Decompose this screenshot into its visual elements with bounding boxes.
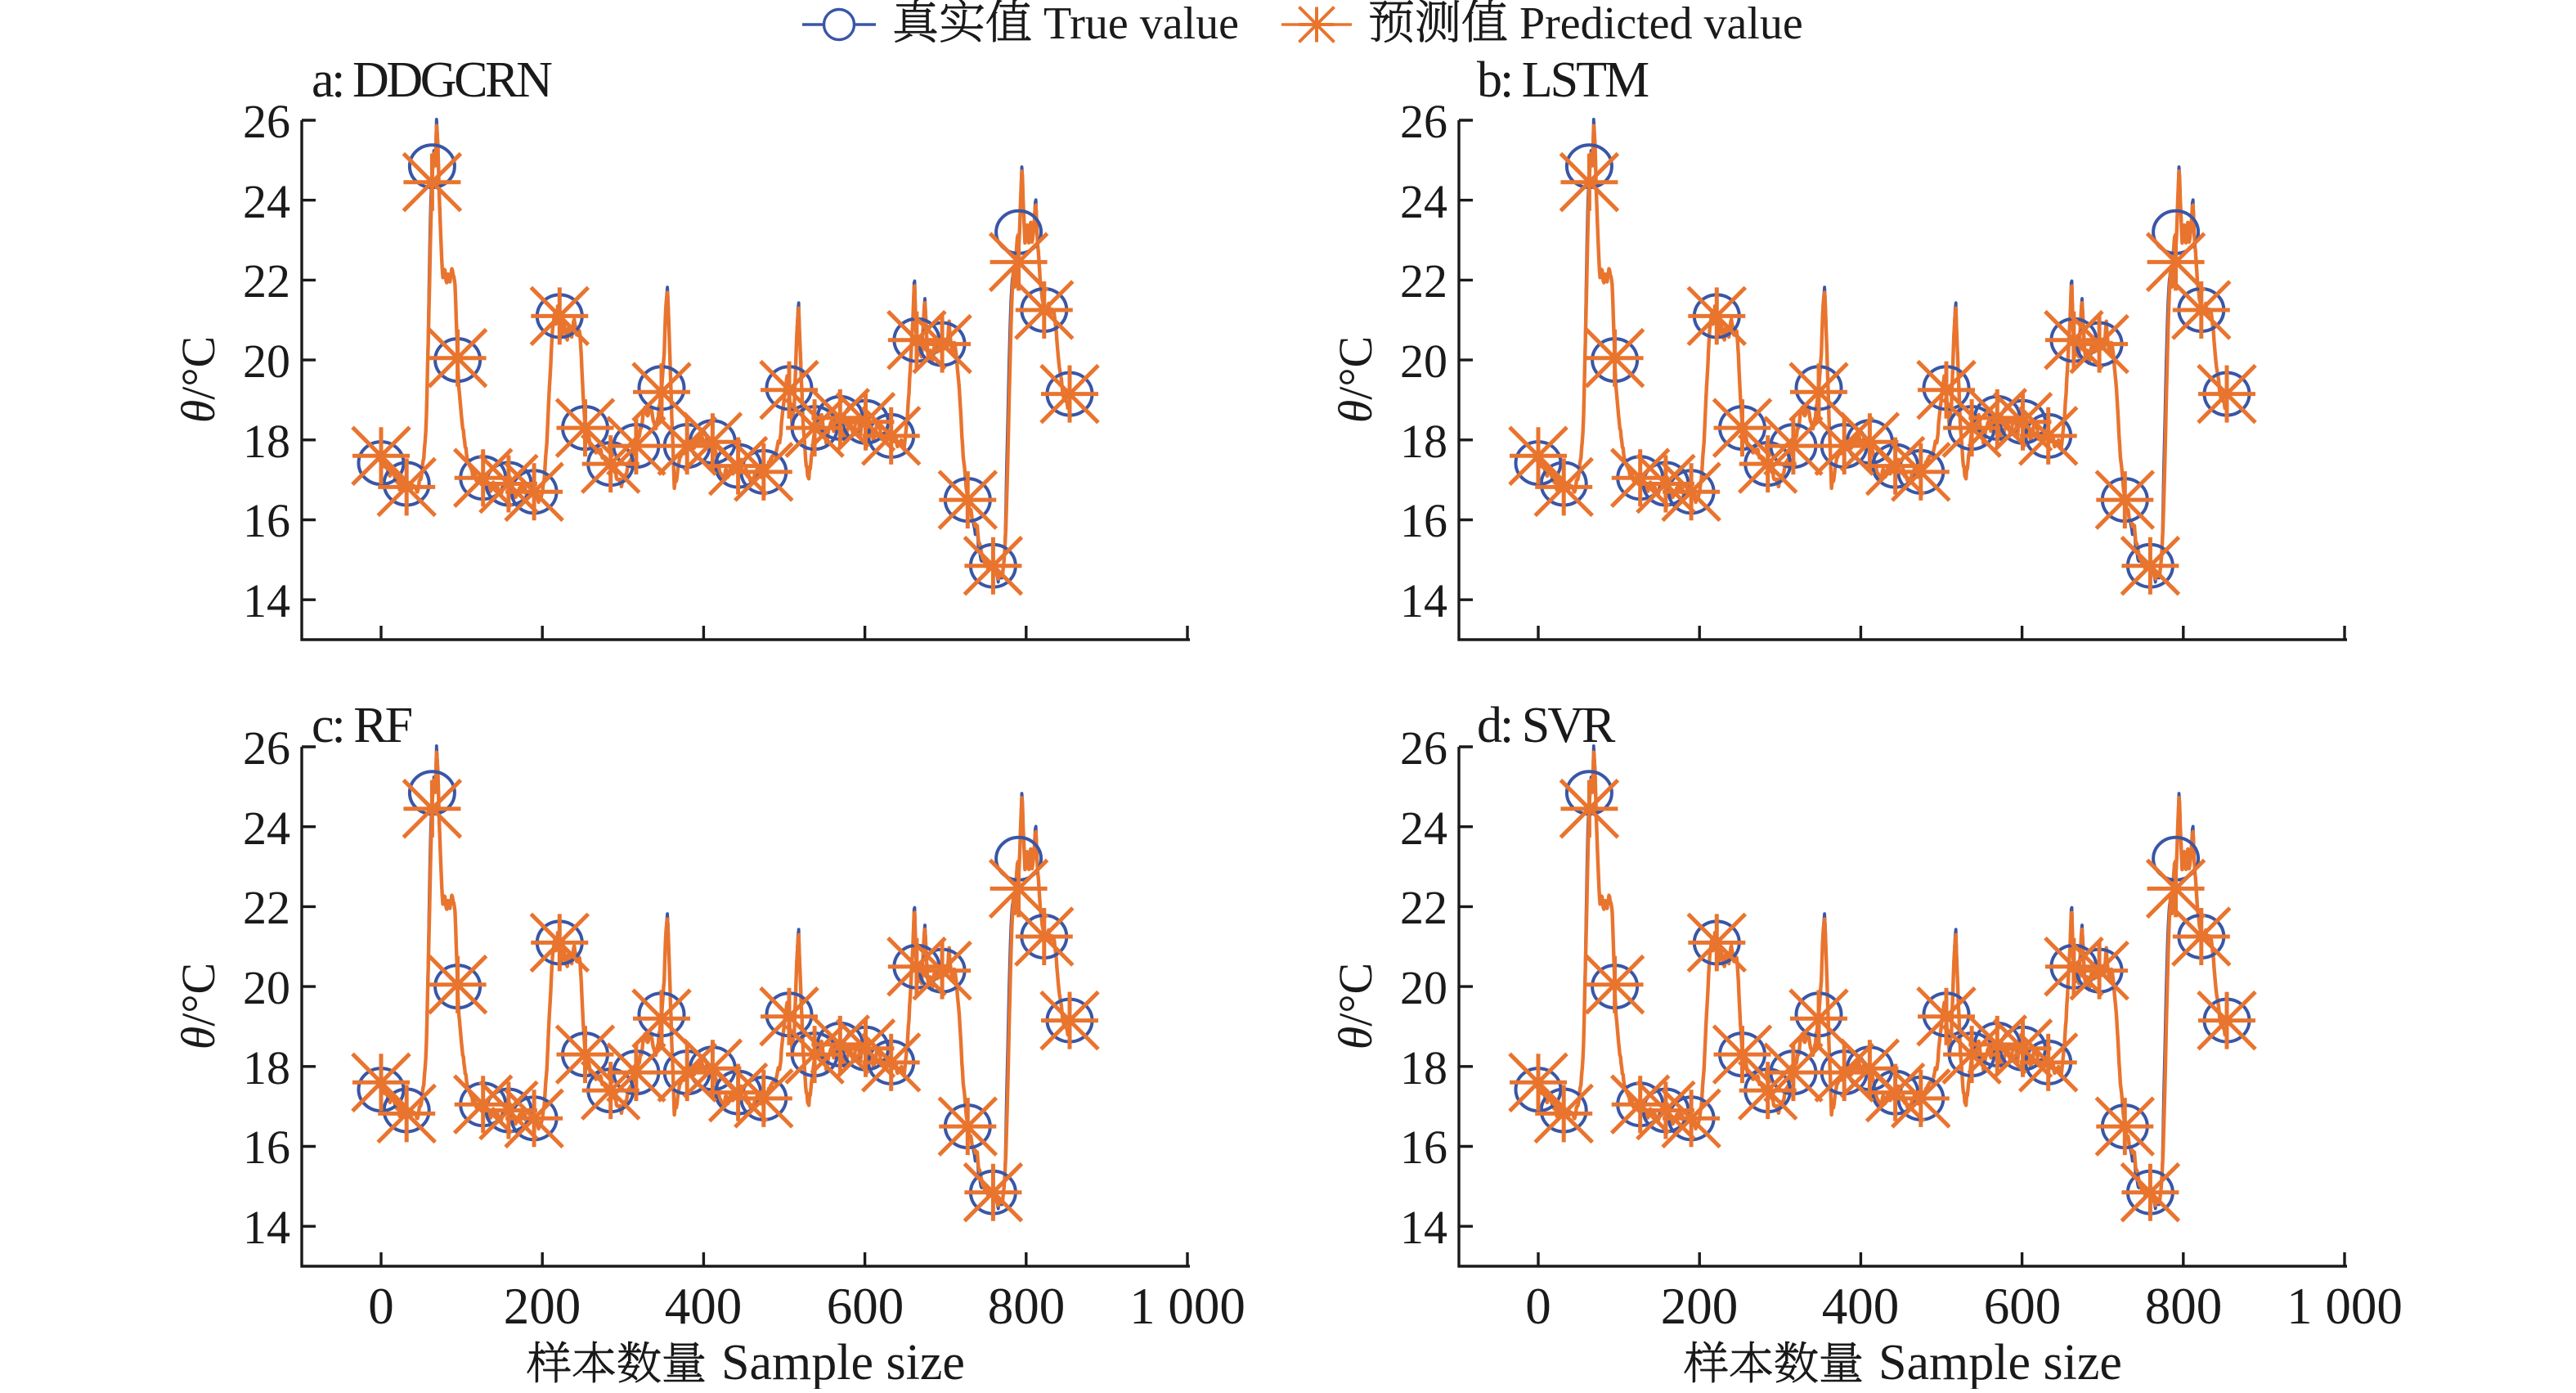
svg-text:26: 26 (243, 95, 290, 148)
svg-text:14: 14 (1400, 1201, 1447, 1254)
svg-text:26: 26 (243, 721, 290, 775)
svg-text:16: 16 (1400, 1121, 1447, 1174)
svg-text:14: 14 (243, 574, 290, 627)
svg-text:θ/°C: θ/°C (172, 963, 225, 1050)
svg-text:a: DDGCRN: a: DDGCRN (312, 52, 552, 108)
svg-text:200: 200 (1661, 1278, 1739, 1335)
svg-text:θ/°C: θ/°C (172, 336, 225, 424)
svg-text:θ/°C: θ/°C (1329, 963, 1382, 1050)
svg-text:1 000: 1 000 (1129, 1278, 1245, 1335)
svg-text:d: SVR: d: SVR (1477, 698, 1616, 753)
svg-text:Sample size: Sample size (1878, 1335, 2122, 1389)
svg-text:200: 200 (504, 1278, 581, 1335)
svg-text:b: LSTM: b: LSTM (1477, 52, 1649, 108)
svg-text:22: 22 (1400, 881, 1447, 934)
svg-text:θ/°C: θ/°C (1329, 336, 1382, 424)
svg-text:20: 20 (243, 961, 290, 1014)
svg-text:22: 22 (243, 881, 290, 934)
svg-text:18: 18 (1400, 415, 1447, 468)
svg-text:24: 24 (243, 802, 290, 855)
svg-text:18: 18 (243, 415, 290, 468)
svg-text:0: 0 (1525, 1278, 1551, 1335)
svg-text:16: 16 (243, 494, 290, 547)
svg-text:18: 18 (243, 1041, 290, 1094)
svg-text:14: 14 (243, 1201, 290, 1254)
svg-text:24: 24 (1400, 175, 1447, 228)
svg-text:18: 18 (1400, 1041, 1447, 1094)
svg-text:c: RF: c: RF (312, 698, 412, 753)
svg-text:26: 26 (1400, 721, 1447, 775)
svg-text:Predicted value: Predicted value (1519, 0, 1803, 49)
svg-text:22: 22 (243, 254, 290, 308)
svg-text:Sample size: Sample size (721, 1335, 965, 1389)
svg-text:14: 14 (1400, 574, 1447, 627)
svg-text:26: 26 (1400, 95, 1447, 148)
svg-text:400: 400 (665, 1278, 743, 1335)
svg-text:16: 16 (1400, 494, 1447, 547)
svg-text:400: 400 (1822, 1278, 1900, 1335)
svg-text:20: 20 (243, 335, 290, 388)
svg-text:0: 0 (368, 1278, 394, 1335)
svg-text:22: 22 (1400, 254, 1447, 308)
svg-text:1 000: 1 000 (2287, 1278, 2403, 1335)
svg-text:600: 600 (827, 1278, 904, 1335)
svg-text:20: 20 (1400, 335, 1447, 388)
svg-text:600: 600 (1984, 1278, 2062, 1335)
svg-text:24: 24 (243, 175, 290, 228)
svg-text:800: 800 (988, 1278, 1066, 1335)
svg-text:True value: True value (1043, 0, 1239, 49)
svg-text:800: 800 (2145, 1278, 2223, 1335)
svg-text:24: 24 (1400, 802, 1447, 855)
svg-text:16: 16 (243, 1121, 290, 1174)
svg-text:20: 20 (1400, 961, 1447, 1014)
